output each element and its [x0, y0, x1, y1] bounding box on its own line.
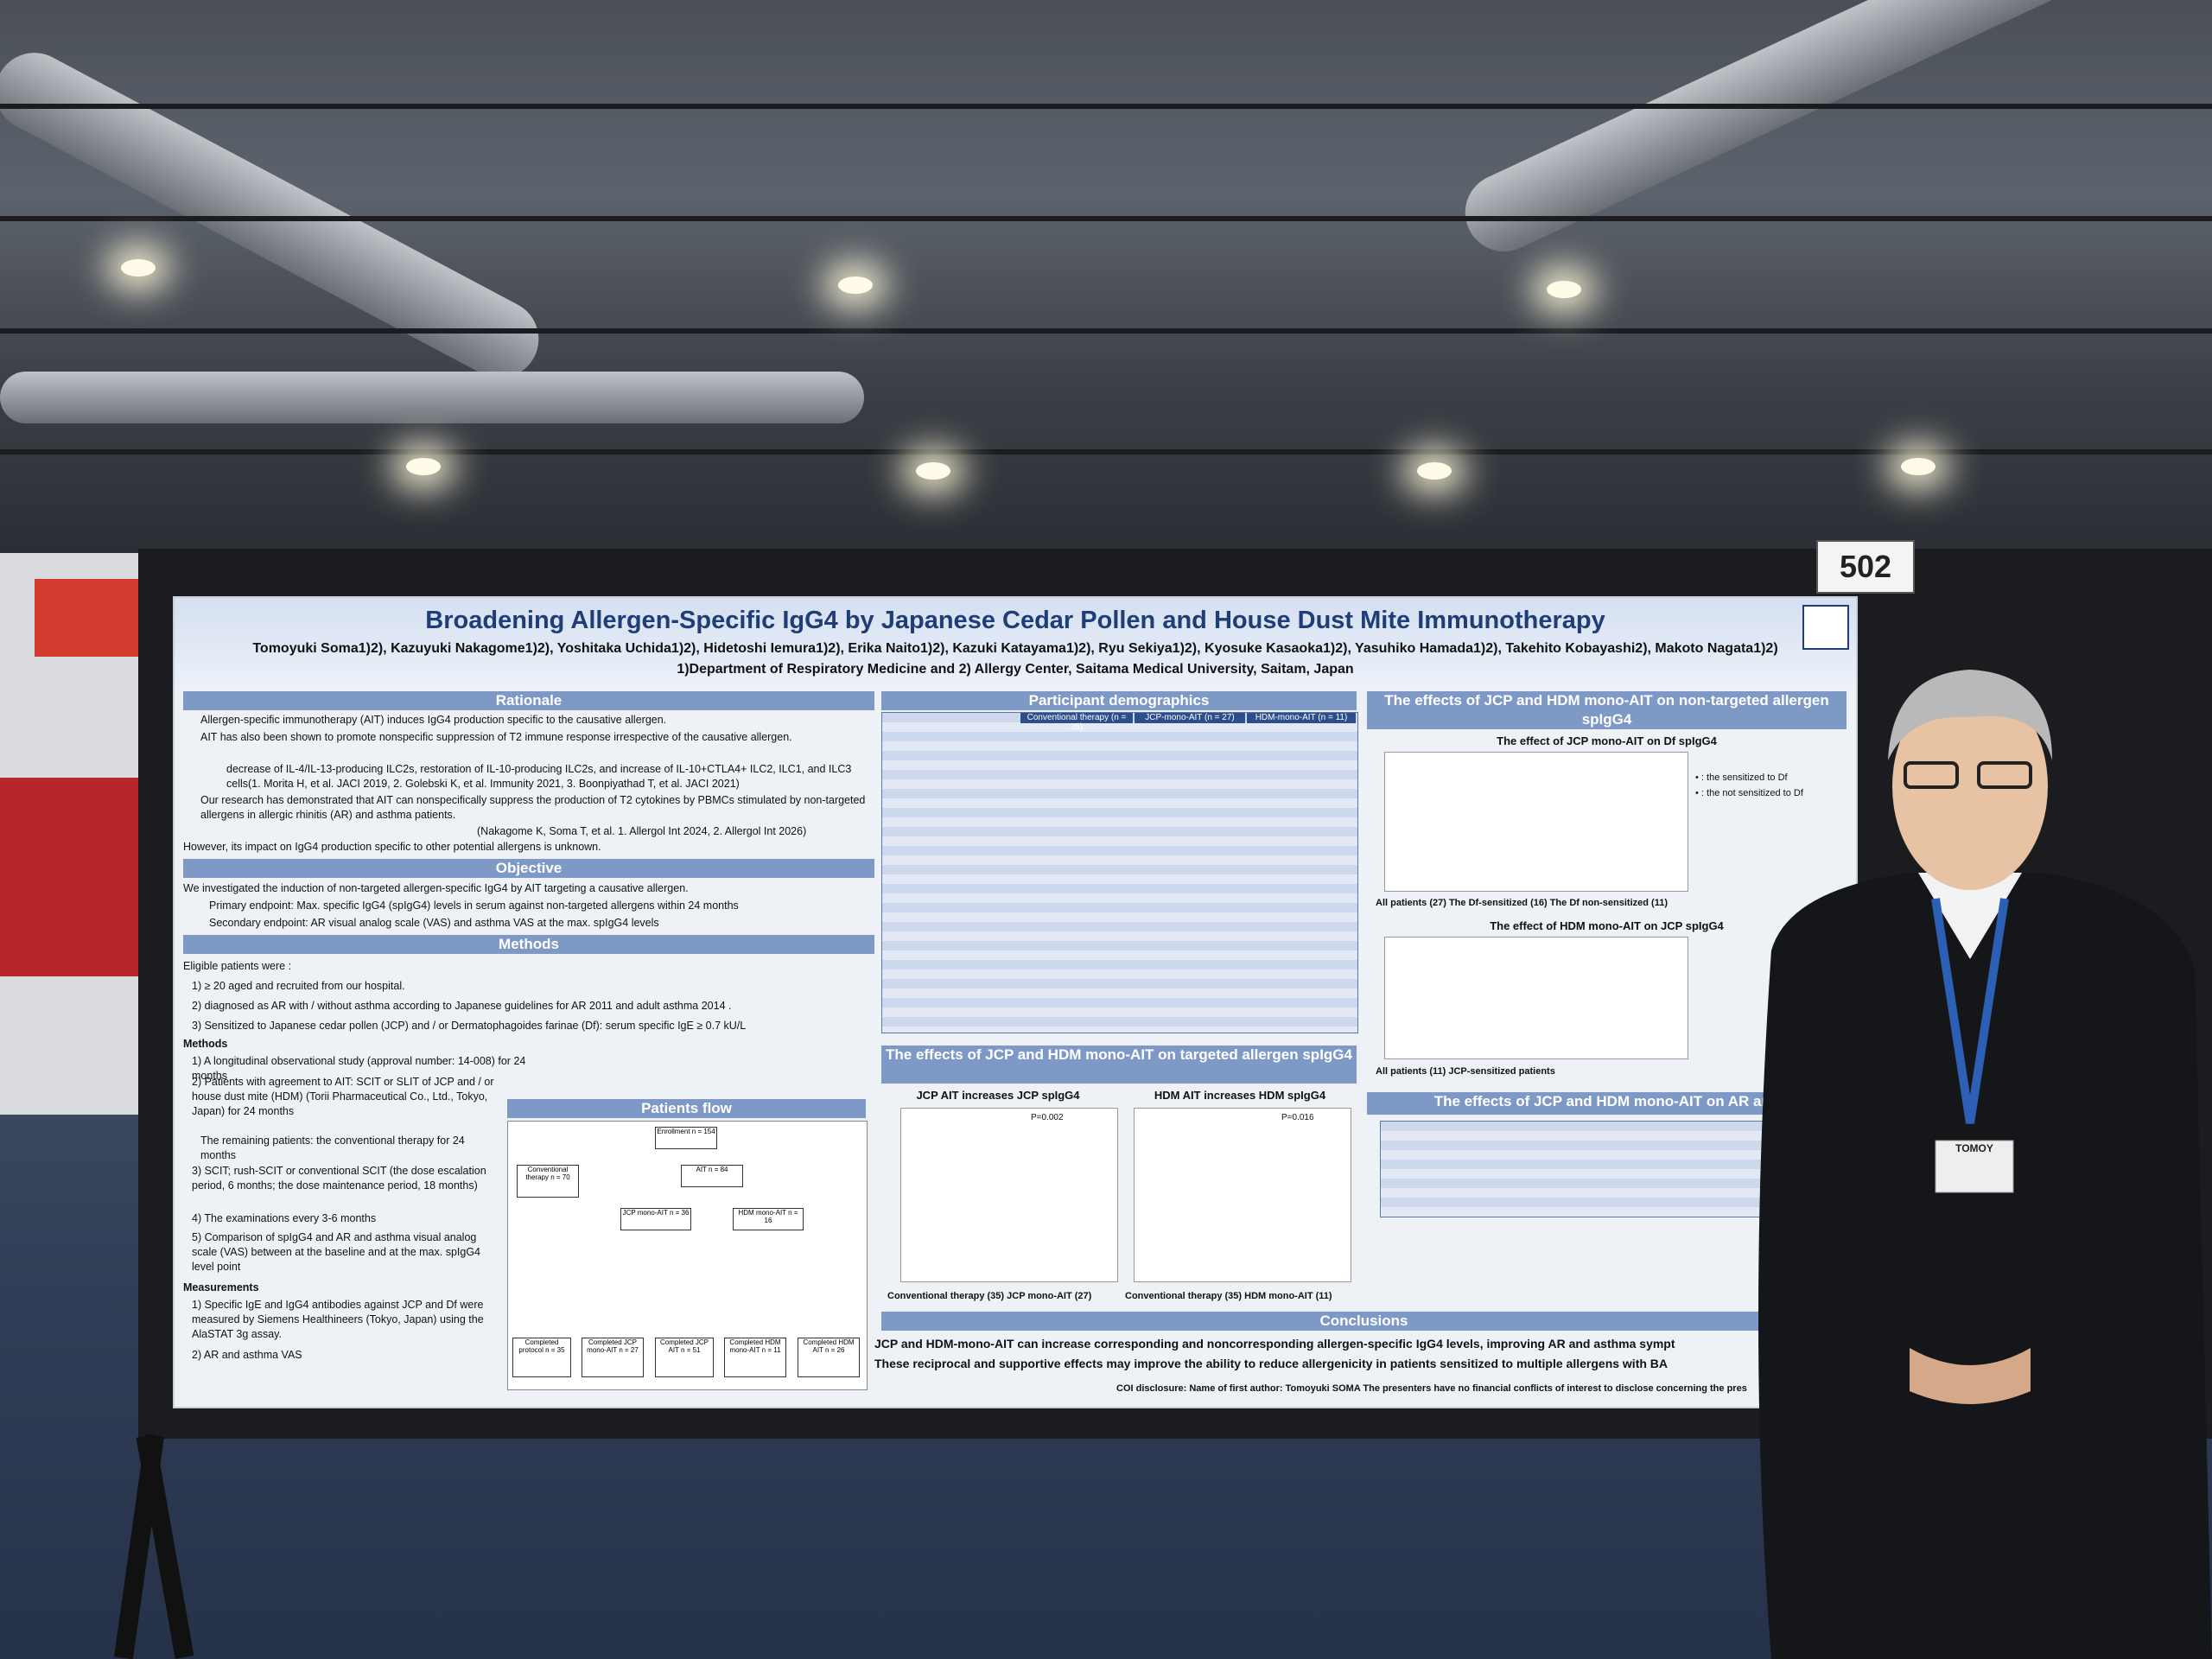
- presenter-person: [1758, 670, 2212, 1659]
- patients-flow-diagram: Enrollment n = 154 Conventional therapy …: [507, 1121, 868, 1390]
- methods-item: 2) Patients with agreement to AIT: SCIT …: [192, 1076, 494, 1117]
- plot-title: HDM AIT increases HDM spIgG4: [1154, 1089, 1326, 1102]
- conclusion-item: JCP and HDM-mono-AIT can increase corres…: [874, 1337, 1675, 1351]
- coi-disclosure: COI disclosure: Name of first author: To…: [1116, 1383, 1747, 1394]
- jcp-spigg4-plot: P=0.002: [900, 1108, 1118, 1282]
- flow-box-completed: Completed HDM AIT n = 26: [798, 1338, 860, 1377]
- hdm-spigg4-plot: P=0.016: [1134, 1108, 1351, 1282]
- neighbor-booth-sign: [35, 579, 138, 657]
- booth-number-sign: 502: [1816, 540, 1915, 594]
- ceiling-light: [1417, 462, 1452, 480]
- section-effects-targeted: The effects of JCP and HDM mono-AIT on t…: [881, 1046, 1357, 1084]
- section-patients-flow: Patients flow: [507, 1099, 866, 1118]
- methods-item: 3) Sensitized to Japanese cedar pollen (…: [192, 1020, 747, 1032]
- flow-box-jcp: JCP mono-AIT n = 36: [620, 1208, 691, 1230]
- ceiling-truss: [0, 449, 2212, 454]
- neighbor-booth-panel: [0, 778, 143, 976]
- rationale-item: decrease of IL-4/IL-13-producing ILC2s, …: [226, 763, 852, 790]
- ceiling-truss: [0, 104, 2212, 109]
- plot-title: The effect of JCP mono-AIT on Df spIgG4: [1497, 734, 1717, 747]
- section-rationale: Rationale: [183, 691, 874, 710]
- flow-box-completed: Completed protocol n = 35: [512, 1338, 571, 1377]
- objective-item: Secondary endpoint: AR visual analog sca…: [209, 917, 659, 929]
- conclusion-item: These reciprocal and supportive effects …: [874, 1357, 1669, 1370]
- demographics-table: Conventional therapy (n = 35) JCP-mono-A…: [881, 712, 1358, 1033]
- methods-item: The remaining patients: the conventional…: [200, 1135, 465, 1161]
- rationale-item: Our research has demonstrated that AIT c…: [200, 794, 866, 821]
- ceiling-truss: [0, 216, 2212, 221]
- rationale-item: AIT has also been shown to promote nonsp…: [200, 731, 792, 743]
- name-badge: TOMOY: [1955, 1142, 1993, 1154]
- plot-caption: Conventional therapy (35) JCP mono-AIT (…: [887, 1291, 1092, 1301]
- plot-caption: All patients (11) JCP-sensitized patient…: [1376, 1066, 1555, 1077]
- ceiling-light: [1901, 458, 1936, 475]
- ceiling-light: [838, 276, 873, 294]
- table-header: Conventional therapy (n = 35): [1020, 713, 1133, 732]
- poster-authors: Tomoyuki Soma1)2), Kazuyuki Nakagome1)2)…: [252, 641, 1778, 656]
- methods-item: 1) A longitudinal observational study (a…: [192, 1055, 526, 1082]
- plot-caption: Conventional therapy (35) HDM mono-AIT (…: [1125, 1291, 1332, 1301]
- rationale-item: Allergen-specific immunotherapy (AIT) in…: [200, 714, 667, 726]
- section-methods: Methods: [183, 935, 874, 954]
- plot-title: The effect of HDM mono-AIT on JCP spIgG4: [1490, 919, 1724, 932]
- ceiling-truss: [0, 328, 2212, 334]
- ceiling-light: [121, 259, 156, 276]
- methods-item: 5) Comparison of spIgG4 and AR and asthm…: [192, 1231, 480, 1273]
- poster-affiliation: 1)Department of Respiratory Medicine and…: [677, 662, 1354, 677]
- table-header: JCP-mono-AIT (n = 27): [1135, 713, 1245, 723]
- methods-item: 1) ≥ 20 aged and recruited from our hosp…: [192, 980, 405, 992]
- research-poster: Broadening Allergen-Specific IgG4 by Jap…: [173, 596, 1858, 1408]
- flow-box-completed: Completed JCP mono-AIT n = 27: [582, 1338, 644, 1377]
- flow-box-completed: Completed JCP AIT n = 51: [655, 1338, 714, 1377]
- objective-item: Primary endpoint: Max. specific IgG4 (sp…: [209, 899, 739, 912]
- plot-title: JCP AIT increases JCP spIgG4: [916, 1089, 1080, 1102]
- methods-subheading: Methods: [183, 1038, 228, 1050]
- objective-item: We investigated the induction of non-tar…: [183, 882, 689, 894]
- df-spigg4-plot: [1384, 752, 1688, 892]
- legend-item: • : the sensitized to Df: [1695, 772, 1788, 783]
- methods-item: 2) AR and asthma VAS: [192, 1349, 302, 1361]
- section-effects-nontargeted: The effects of JCP and HDM mono-AIT on n…: [1367, 691, 1847, 729]
- table-header: HDM-mono-AIT (n = 11): [1247, 713, 1356, 723]
- measurements-subheading: Measurements: [183, 1281, 259, 1294]
- rationale-item: However, its impact on IgG4 production s…: [183, 841, 601, 853]
- methods-item: 3) SCIT; rush-SCIT or conventional SCIT …: [192, 1165, 486, 1192]
- methods-item: 1) Specific IgE and IgG4 antibodies agai…: [192, 1299, 484, 1340]
- ceiling-light: [916, 462, 950, 480]
- ceiling-light: [1547, 281, 1581, 298]
- p-value: P=0.002: [1031, 1113, 1064, 1122]
- plot-caption: All patients (27) The Df-sensitized (16)…: [1376, 898, 1668, 908]
- flow-box-enrollment: Enrollment n = 154: [655, 1127, 717, 1149]
- rationale-item: (Nakagome K, Soma T, et al. 1. Allergol …: [477, 825, 807, 837]
- poster-title: Broadening Allergen-Specific IgG4 by Jap…: [425, 607, 1605, 634]
- flow-box-conventional: Conventional therapy n = 70: [517, 1165, 579, 1198]
- flow-box-hdm: HDM mono-AIT n = 16: [733, 1208, 804, 1230]
- flow-box-completed: Completed HDM mono-AIT n = 11: [724, 1338, 786, 1377]
- flow-box-ait: AIT n = 84: [681, 1165, 743, 1187]
- jcp-spigg4-plot-hdm: [1384, 937, 1688, 1059]
- ceiling-duct: [0, 372, 864, 423]
- university-logo-icon: [1802, 605, 1849, 650]
- section-demographics: Participant demographics: [881, 691, 1357, 710]
- poster-header: Broadening Allergen-Specific IgG4 by Jap…: [175, 598, 1856, 689]
- ceiling-light: [406, 458, 441, 475]
- methods-item: Eligible patients were :: [183, 960, 292, 972]
- section-objective: Objective: [183, 859, 874, 878]
- p-value: P=0.016: [1281, 1113, 1314, 1122]
- legend-item: • : the not sensitized to Df: [1695, 788, 1803, 798]
- methods-item: 4) The examinations every 3-6 months: [192, 1212, 377, 1224]
- section-conclusions: Conclusions: [881, 1312, 1847, 1331]
- methods-item: 2) diagnosed as AR with / without asthma…: [192, 1000, 732, 1012]
